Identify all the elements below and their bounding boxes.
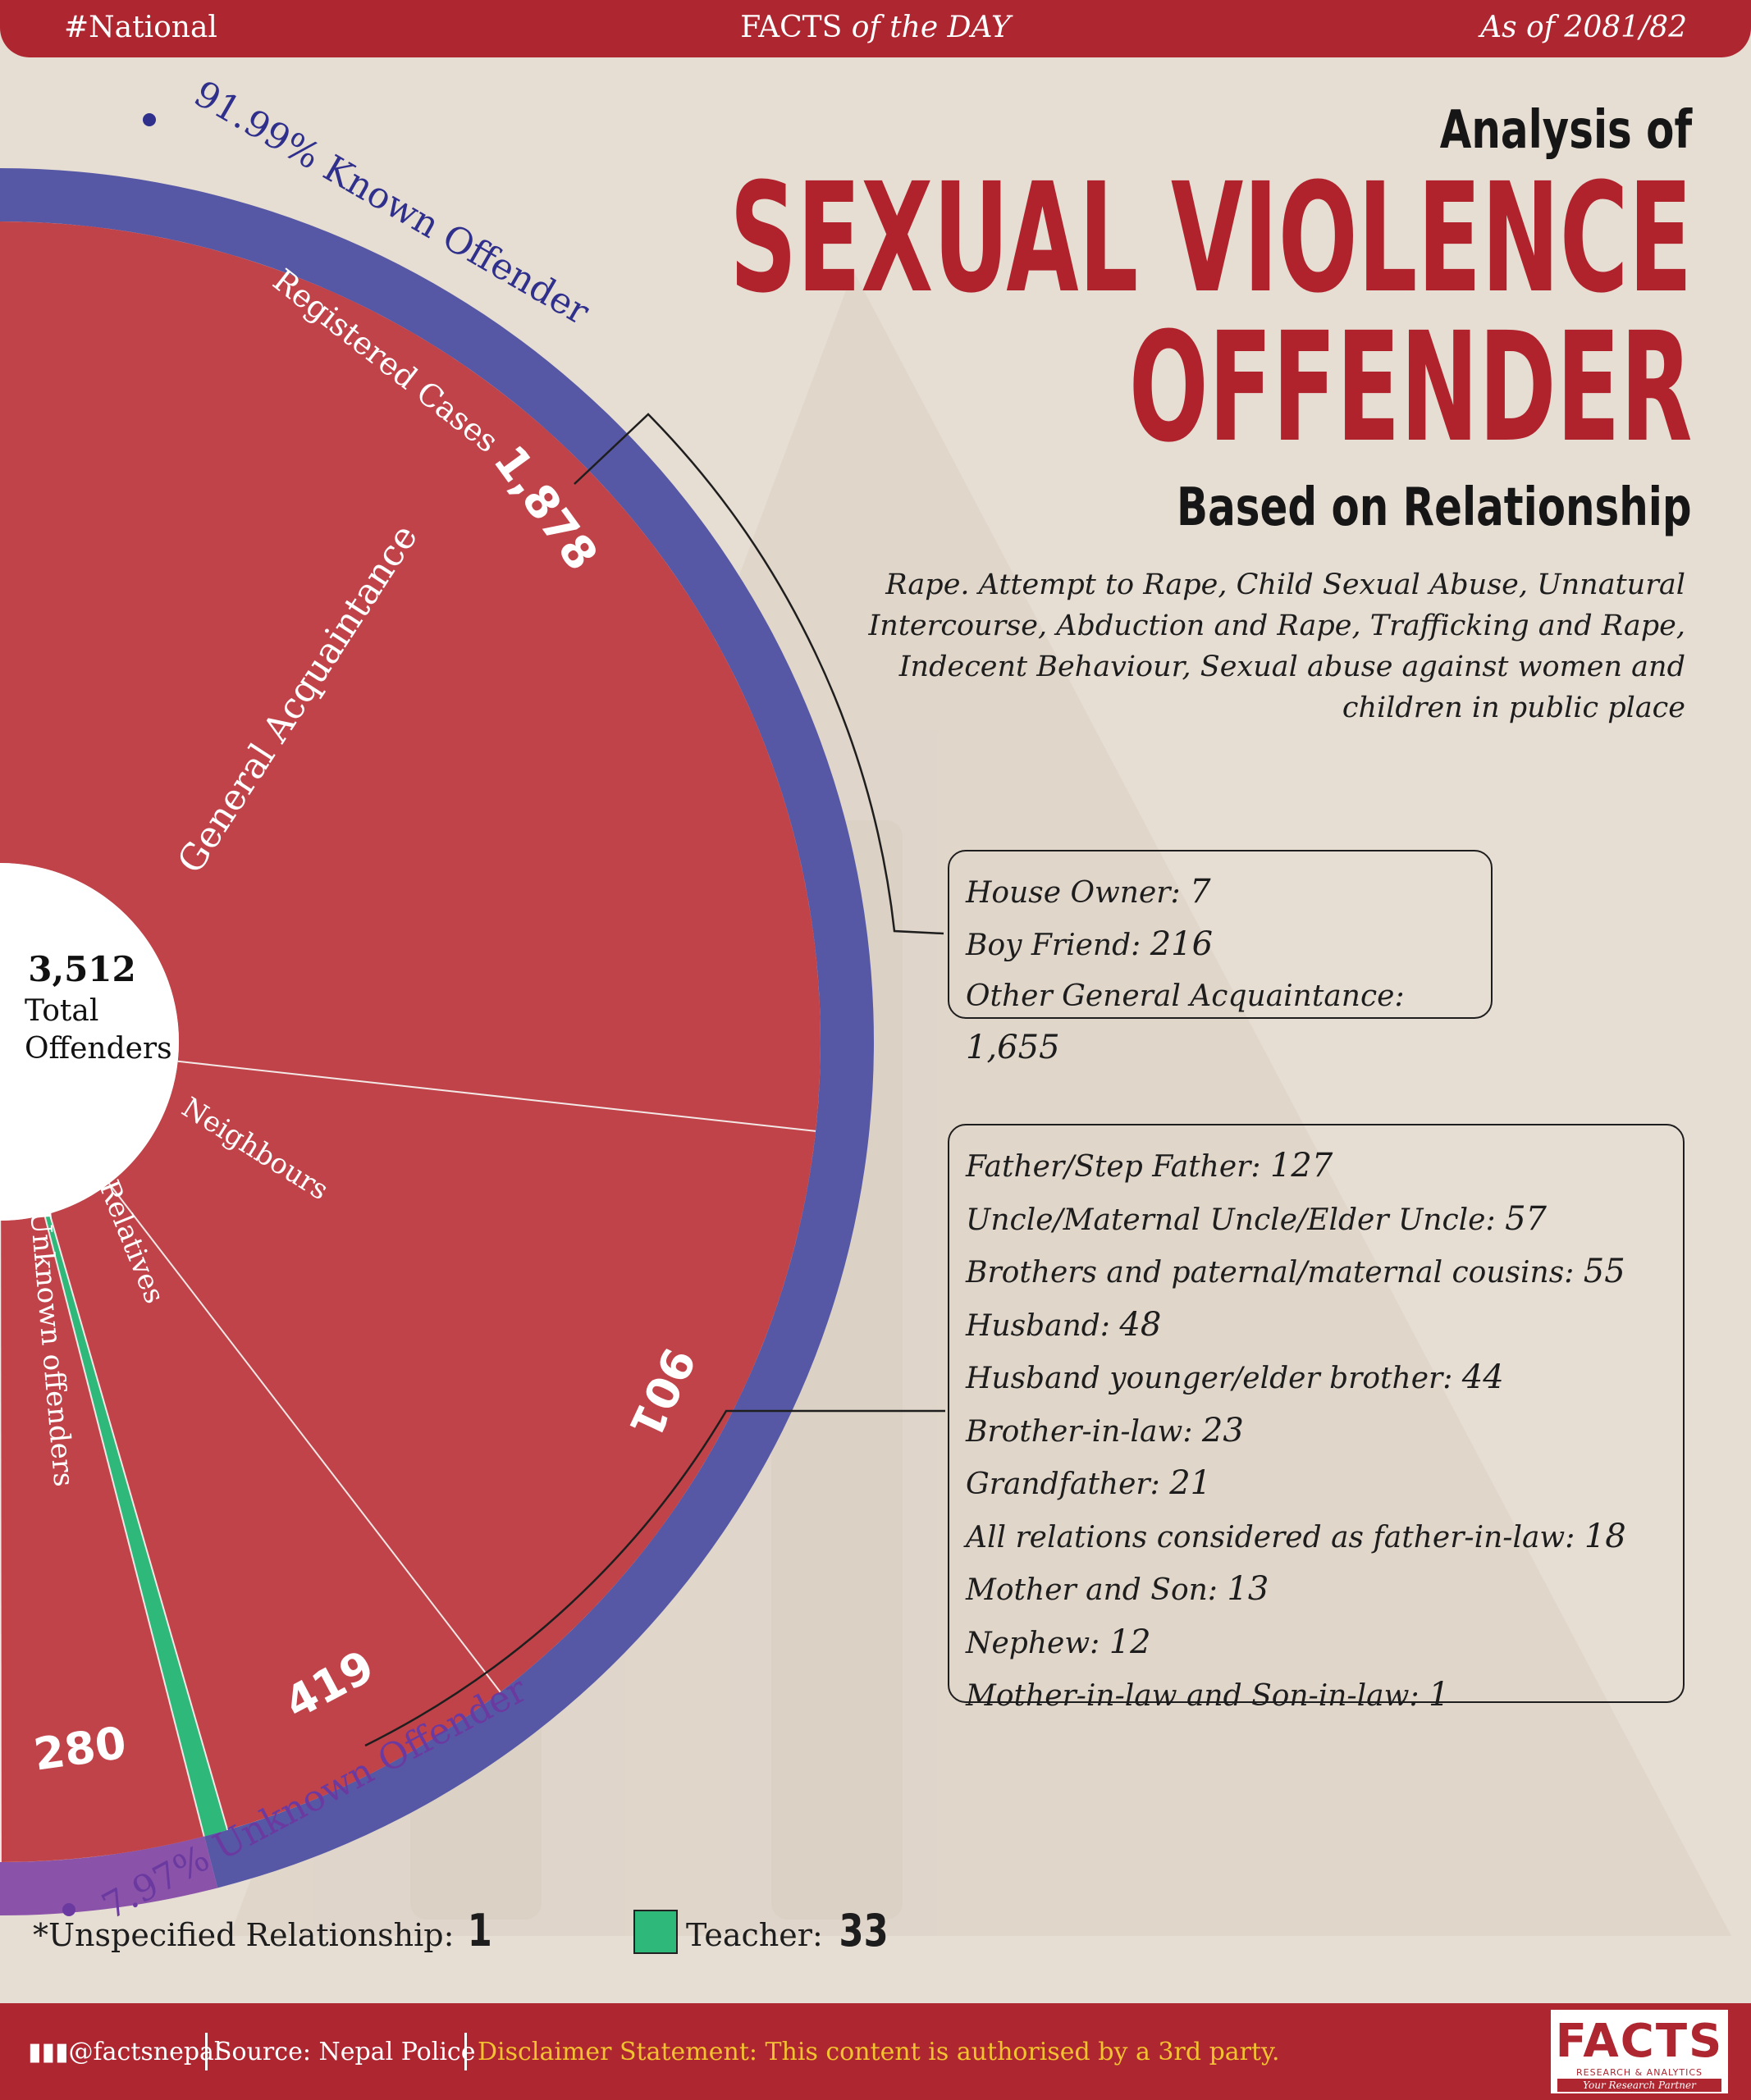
relative-item-label: Mother and Son: <box>966 1573 1228 1607</box>
relative-item-value: 57 <box>1505 1199 1547 1238</box>
teacher-legend: Teacher: 33 <box>633 1905 894 1956</box>
facts-of-the-day-suffix: of the DAY <box>851 11 1011 44</box>
unspecified-value: 1 <box>467 1905 492 1956</box>
relative-item: Nephew: 12 <box>966 1617 1683 1670</box>
footer-source: Source: Nepal Police <box>215 2038 476 2066</box>
footer-divider <box>205 2033 208 2070</box>
slice-relatives <box>49 1183 501 1830</box>
relative-item: Husband younger/elder brother: 44 <box>966 1352 1683 1405</box>
acquaintance-item-value: 1,655 <box>966 1029 1060 1066</box>
social-handle-text: @factsnepal <box>68 2038 222 2066</box>
outer-ring <box>0 168 874 1915</box>
logo-line2: Your Research Partner <box>1557 2079 1721 2092</box>
slice-unknown-offenders <box>0 1215 204 1862</box>
relative-item: Father/Step Father: 127 <box>966 1140 1683 1194</box>
relative-item-value: 21 <box>1169 1464 1212 1502</box>
center-label-total: Total <box>25 994 98 1028</box>
slice-divider <box>0 1220 2 1863</box>
acquaintance-item-value: 216 <box>1150 925 1214 963</box>
relative-item-label: All relations considered as father-in-la… <box>966 1520 1584 1554</box>
relative-item: Uncle/Maternal Uncle/Elder Uncle: 57 <box>966 1194 1683 1247</box>
teacher-value: 33 <box>839 1905 889 1956</box>
facts-of-the-day: FACTS of the DAY <box>0 11 1751 44</box>
slice-divider <box>43 1214 205 1837</box>
unspecified-label: *Unspecified Relationship: <box>33 1917 455 1953</box>
relative-item-value: 48 <box>1119 1305 1162 1344</box>
slice-neighbours <box>108 1061 816 1692</box>
footer-disclaimer: Disclaimer Statement: This content is au… <box>478 2038 1280 2066</box>
relative-item-value: 55 <box>1583 1253 1625 1290</box>
teacher-label: Teacher: <box>686 1917 823 1953</box>
acquaintance-item-label: Other General Acquaintance: <box>966 979 1405 1013</box>
facts-logo: FACTS RESEARCH & ANALYTICS Your Research… <box>1551 2010 1728 2093</box>
relative-item-label: Father/Step Father: <box>966 1150 1270 1184</box>
title-analysis-of: Analysis of <box>1439 100 1692 161</box>
ring-unknown-offender <box>0 1836 218 1915</box>
relative-item: Husband: 48 <box>966 1299 1683 1353</box>
general-acquaintance-breakdown: House Owner: 7 Boy Friend: 216 Other Gener… <box>948 850 1493 1066</box>
relative-item-label: Mother-in-law and Son-in-law: <box>966 1679 1429 1713</box>
crime-types-description: Rape. Attempt to Rape, Child Sexual Abus… <box>868 568 1685 724</box>
relative-item-value: 13 <box>1227 1570 1269 1608</box>
slice-divider <box>177 1060 816 1132</box>
relatives-bracket <box>364 1409 945 1747</box>
footer: ▮▮▮@factsnepal Source: Nepal Police Disc… <box>0 2003 1751 2100</box>
relative-item: Grandfather: 21 <box>966 1458 1683 1511</box>
value-unknown-offenders: 280 <box>30 1717 129 1781</box>
acquaintance-item: Other General Acquaintance: 1,655 <box>966 971 1491 1075</box>
bar-chart-icon: ▮▮▮ <box>28 2038 69 2066</box>
acquaintance-item-value: 7 <box>1190 873 1211 911</box>
relative-item-value: 18 <box>1584 1517 1626 1555</box>
relative-item-label: Brothers and paternal/maternal cousins: <box>966 1256 1584 1290</box>
acquaintance-item-label: Boy Friend: <box>966 929 1150 962</box>
facts-of-the-day-prefix: FACTS <box>740 11 843 44</box>
relative-item-label: Brother-in-law: <box>966 1414 1202 1449</box>
slice-dividers <box>0 1060 816 1863</box>
slice-general-acquaintance <box>0 221 821 1131</box>
relative-item-label: Uncle/Maternal Uncle/Elder Uncle: <box>966 1203 1506 1237</box>
known-bullet-icon <box>143 113 156 126</box>
relative-item-value: 12 <box>1109 1623 1151 1661</box>
relative-item-value: 23 <box>1201 1411 1244 1449</box>
unknown-bullet-icon <box>62 1903 75 1916</box>
relative-item-label: Grandfather: <box>966 1468 1170 1501</box>
national-tag: #National <box>64 11 217 44</box>
relative-item: All relations considered as father-in-la… <box>966 1511 1683 1564</box>
logo-name: FACTS <box>1555 2015 1724 2068</box>
slice-divider <box>108 1183 501 1693</box>
acquaintance-item-label: House Owner: <box>966 876 1191 910</box>
unspecified-note: *Unspecified Relationship: 1 <box>33 1905 495 1956</box>
title-subtitle: Based on Relationship <box>1177 477 1692 538</box>
center-total: 3,512 <box>28 949 136 989</box>
as-of-date: As of 2081/82 <box>1480 11 1687 44</box>
slice-teacher <box>44 1213 228 1837</box>
relative-item: Brothers and paternal/maternal cousins: … <box>966 1246 1683 1299</box>
center-hole <box>0 863 179 1221</box>
acquaintance-item: House Owner: 7 <box>966 866 1491 919</box>
logo-line1: RESEARCH & ANALYTICS <box>1576 2067 1703 2078</box>
footer-divider <box>464 2033 467 2070</box>
title-main-line1: SEXUAL VIOLENCE <box>729 151 1692 326</box>
relative-item: Mother and Son: 13 <box>966 1564 1683 1617</box>
relative-item-value: 127 <box>1269 1147 1333 1185</box>
relative-item-label: Husband younger/elder brother: <box>966 1362 1462 1395</box>
relative-item-label: Nephew: <box>966 1626 1109 1660</box>
teacher-swatch <box>633 1910 678 1954</box>
relative-item-label: Husband: <box>966 1308 1120 1343</box>
top-bar: #National FACTS of the DAY As of 2081/82 <box>0 0 1751 57</box>
relative-item-value: 1 <box>1429 1676 1450 1714</box>
relative-item: Brother-in-law: 23 <box>966 1405 1683 1459</box>
relative-item: Mother-in-law and Son-in-law: 1 <box>966 1669 1683 1723</box>
acquaintance-bracket <box>574 413 944 935</box>
center-label-offenders: Offenders <box>25 1032 172 1066</box>
pie-slices <box>0 221 821 1863</box>
relatives-breakdown: Father/Step Father: 127 Uncle/Maternal Un… <box>948 1124 1685 1714</box>
social-handle: ▮▮▮@factsnepal <box>28 2038 222 2066</box>
title-main: SEXUAL VIOLENCE OFFENDER <box>729 151 1692 476</box>
slice-divider <box>48 1213 229 1831</box>
title-main-line2: OFFENDER <box>1128 300 1692 476</box>
acquaintance-item: Boy Friend: 216 <box>966 919 1491 971</box>
relative-item-value: 44 <box>1461 1358 1504 1396</box>
